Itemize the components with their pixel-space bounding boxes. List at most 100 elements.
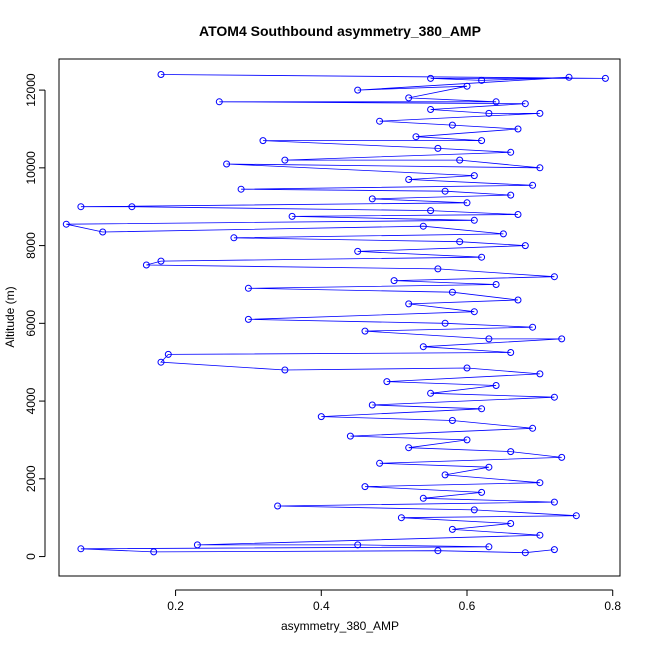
- x-axis: 0.2 0.4 0.6 0.8: [167, 589, 621, 613]
- data-point: [77, 545, 85, 553]
- data-point: [463, 436, 471, 444]
- data-point: [529, 323, 537, 331]
- data-point: [361, 327, 369, 335]
- y-tick-label: 2000: [24, 465, 38, 492]
- y-tick-label: 10000: [24, 151, 38, 185]
- chart-title: ATOM4 Southbound asymmetry_380_AMP: [199, 23, 481, 39]
- data-point: [521, 100, 529, 108]
- data-point: [376, 459, 384, 467]
- series-line: [66, 74, 606, 554]
- data-point: [478, 405, 486, 413]
- plot-area: [58, 58, 621, 577]
- data-point: [463, 364, 471, 372]
- data-point: [223, 160, 231, 168]
- data-point: [492, 382, 500, 389]
- data-point: [419, 343, 427, 351]
- y-tick-label: 0: [24, 553, 38, 560]
- data-point: [274, 502, 282, 510]
- data-point: [412, 133, 420, 141]
- data-point: [288, 212, 296, 220]
- data-point: [434, 265, 442, 273]
- data-point: [478, 76, 486, 84]
- data-point: [550, 393, 558, 401]
- data-point: [244, 315, 252, 323]
- data-point: [536, 164, 544, 172]
- data-point: [259, 137, 267, 145]
- data-point: [536, 531, 544, 539]
- data-point: [601, 74, 609, 82]
- data-point: [507, 148, 515, 156]
- data-point: [361, 483, 369, 491]
- data-point: [317, 413, 325, 421]
- data-point: [485, 335, 493, 343]
- data-point: [405, 300, 413, 308]
- data-point: [550, 546, 558, 554]
- data-point: [456, 156, 464, 164]
- data-point: [237, 185, 245, 193]
- data-point: [529, 424, 537, 432]
- data-point: [427, 74, 435, 82]
- data-point: [470, 308, 478, 316]
- data-point: [441, 319, 449, 327]
- data-point: [128, 203, 136, 211]
- data-point: [405, 176, 413, 183]
- data-point: [281, 156, 289, 164]
- data-point: [470, 172, 478, 180]
- data-point: [492, 281, 500, 288]
- data-point: [550, 273, 558, 281]
- x-tick-label: 0.8: [604, 599, 621, 613]
- data-point: [354, 247, 362, 255]
- data-point: [427, 389, 435, 397]
- data-point: [405, 94, 413, 102]
- data-point: [390, 277, 398, 285]
- data-point: [150, 548, 158, 556]
- x-tick-label: 0.2: [167, 599, 184, 613]
- data-point: [157, 71, 165, 78]
- data-point: [470, 506, 478, 514]
- data-point: [507, 520, 515, 527]
- data-point: [441, 471, 449, 479]
- data-point: [62, 220, 70, 228]
- data-point: [215, 98, 223, 106]
- data-point: [376, 117, 384, 125]
- data-point: [164, 350, 172, 358]
- y-tick-label: 4000: [24, 387, 38, 414]
- data-point: [485, 543, 493, 551]
- data-point: [514, 125, 522, 133]
- data-point: [514, 211, 522, 218]
- data-point: [419, 494, 427, 502]
- data-point: [77, 203, 85, 211]
- data-point: [427, 106, 435, 113]
- data-point: [529, 181, 537, 189]
- data-point: [354, 86, 362, 94]
- data-point: [521, 549, 529, 557]
- y-axis: 0 2000 4000 6000 8000 10000 12000: [24, 73, 46, 560]
- data-point: [565, 73, 573, 81]
- data-point: [441, 187, 449, 195]
- data-point: [193, 541, 201, 549]
- data-point: [507, 448, 515, 456]
- data-point: [419, 222, 427, 230]
- data-point: [536, 479, 544, 487]
- data-point: [397, 514, 405, 522]
- data-point: [507, 349, 515, 356]
- data-point: [463, 82, 471, 90]
- x-tick-label: 0.4: [313, 599, 330, 613]
- data-point: [536, 370, 544, 378]
- data-point: [448, 288, 456, 296]
- y-tick-label: 6000: [24, 310, 38, 337]
- data-point: [368, 195, 376, 203]
- data-point: [427, 207, 435, 215]
- data-point: [478, 253, 486, 261]
- data-point: [572, 512, 580, 520]
- x-axis-label: asymmetry_380_AMP: [281, 619, 399, 633]
- data-point: [550, 498, 558, 506]
- data-point: [405, 444, 413, 452]
- data-point: [470, 216, 478, 224]
- data-point: [281, 366, 289, 374]
- y-tick-label: 12000: [24, 73, 38, 107]
- data-point: [354, 541, 362, 549]
- data-point: [499, 230, 507, 238]
- data-point: [142, 261, 150, 269]
